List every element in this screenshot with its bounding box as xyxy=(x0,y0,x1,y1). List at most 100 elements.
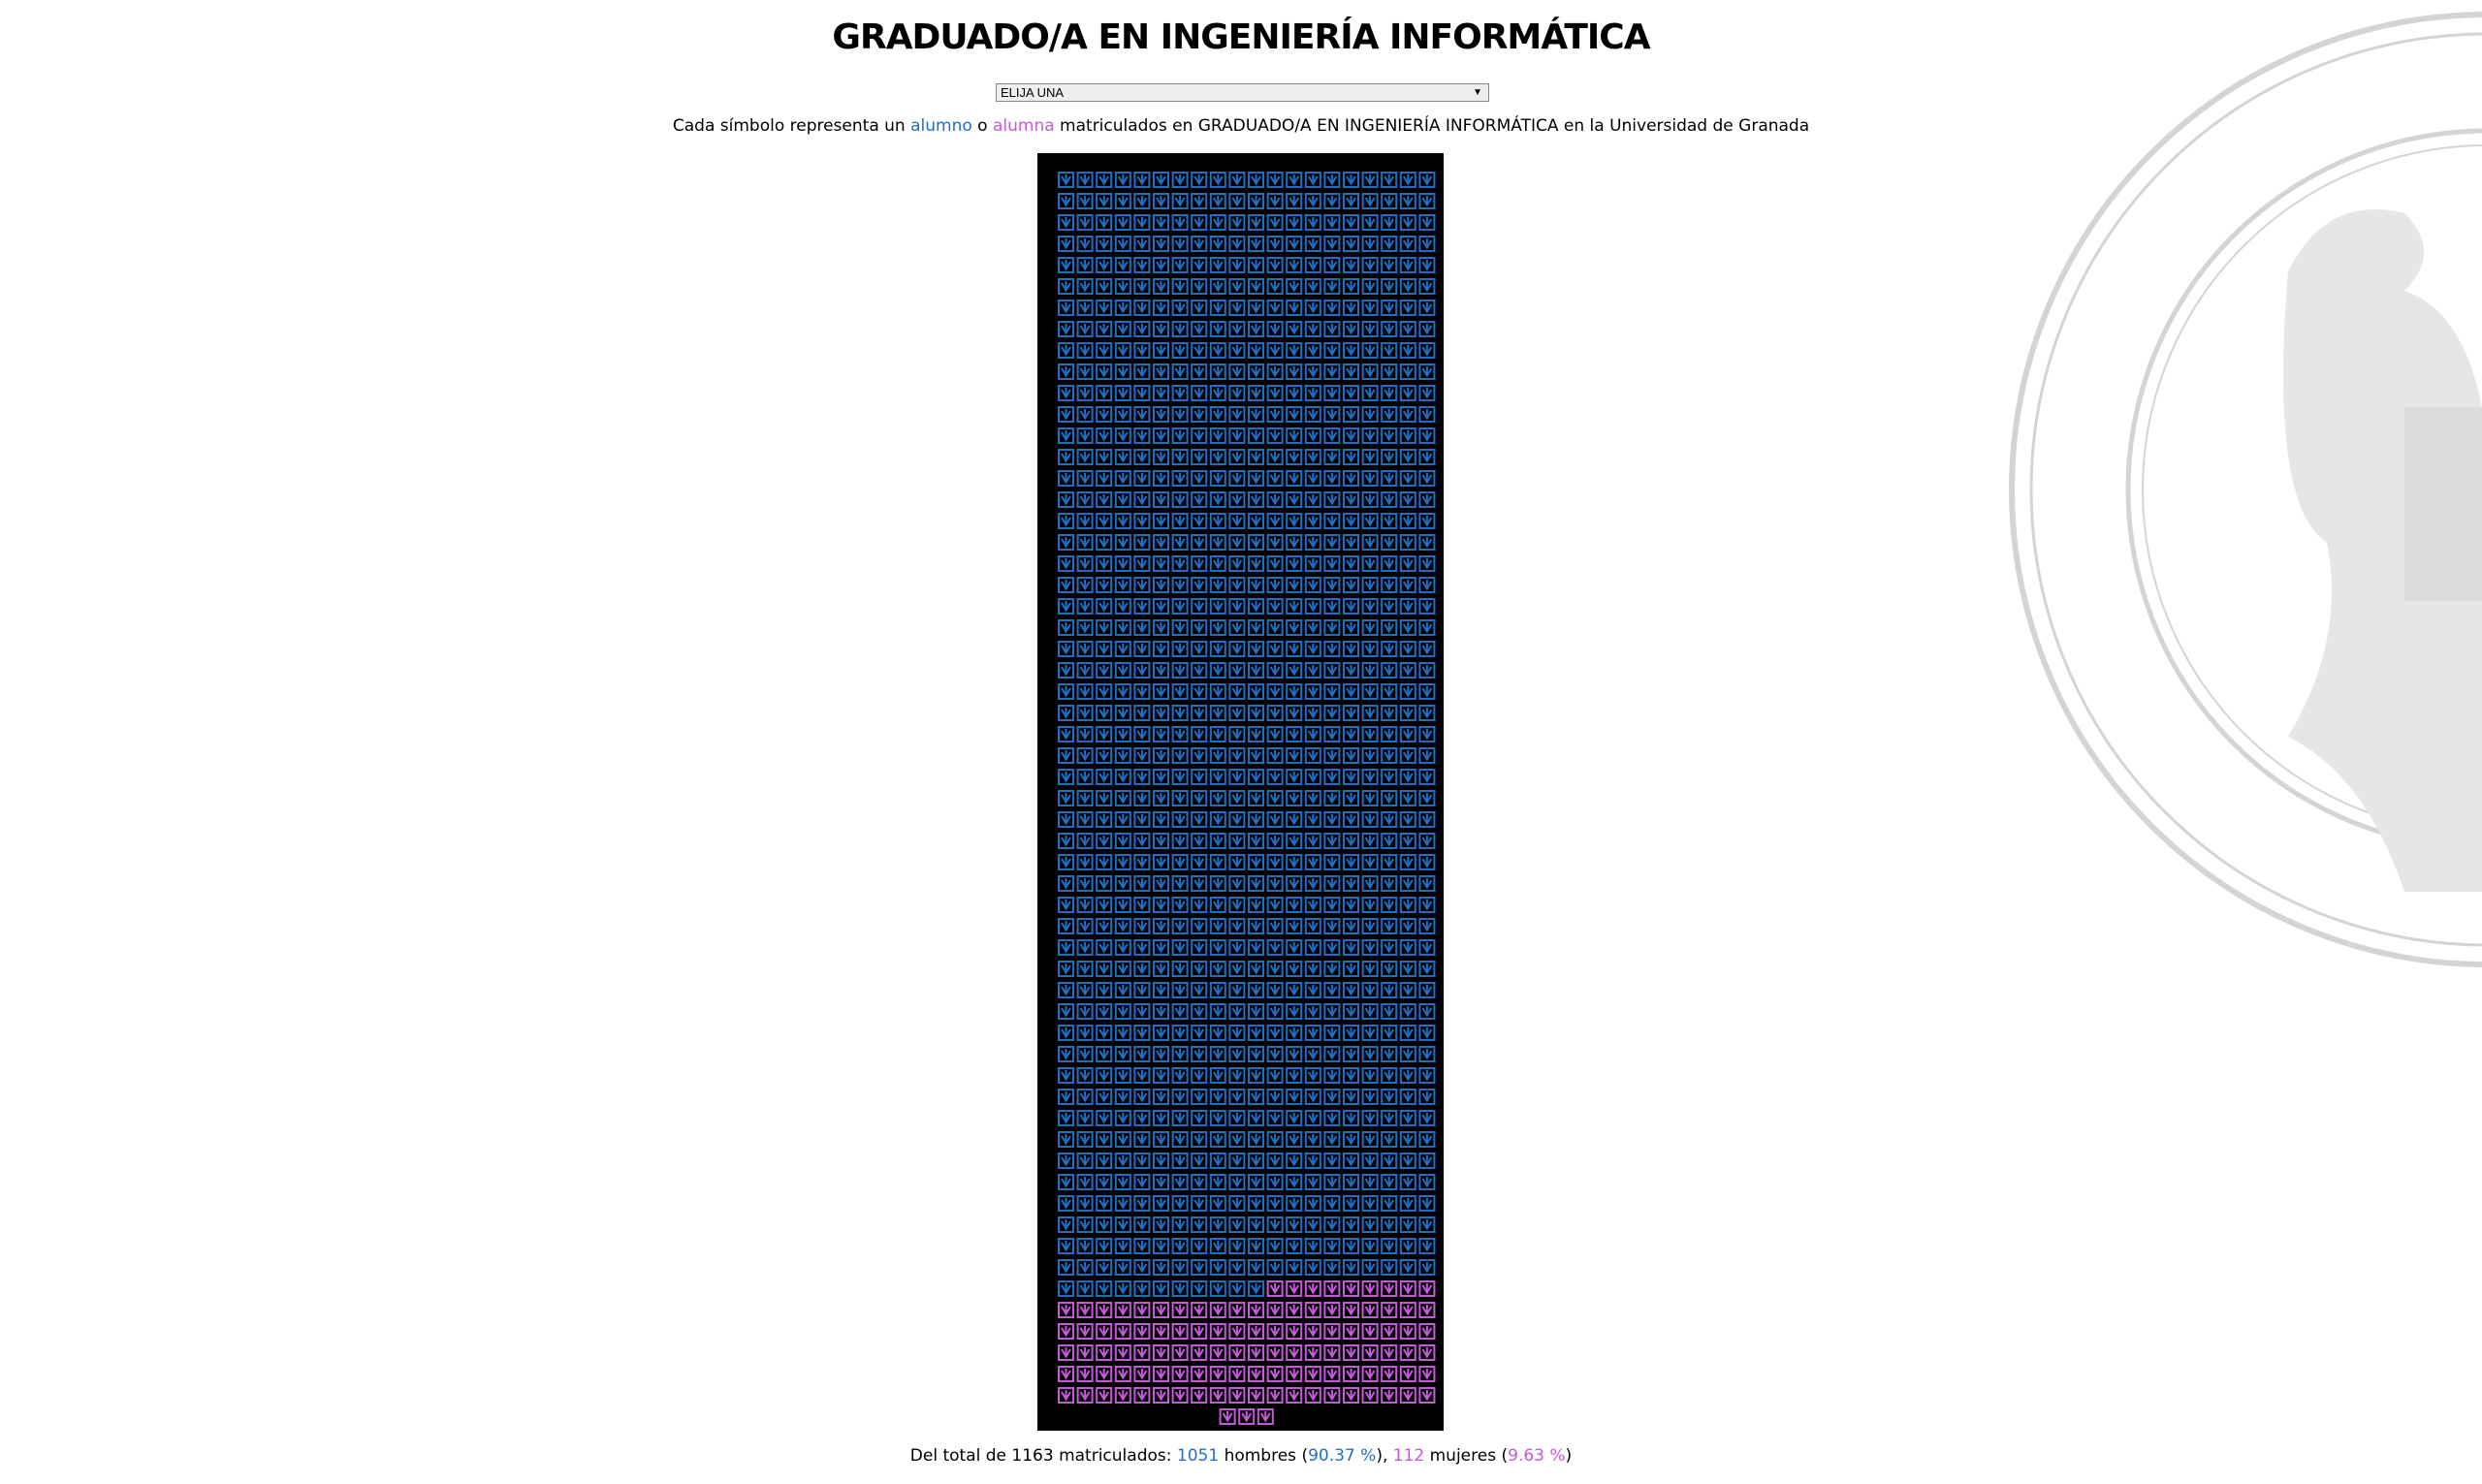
male-symbol xyxy=(1191,236,1208,252)
female-symbol xyxy=(1361,1323,1379,1340)
male-symbol xyxy=(1153,641,1169,657)
male-symbol xyxy=(1286,236,1303,252)
male-symbol xyxy=(1418,918,1436,934)
male-symbol xyxy=(1286,1110,1303,1126)
male-symbol xyxy=(1248,961,1264,977)
male-symbol xyxy=(1286,769,1303,785)
male-symbol xyxy=(1381,1238,1398,1254)
male-symbol xyxy=(1114,385,1131,401)
male-symbol xyxy=(1304,534,1321,551)
male-symbol xyxy=(1399,342,1416,359)
male-symbol xyxy=(1248,1259,1264,1276)
male-symbol xyxy=(1153,1195,1169,1212)
male-symbol xyxy=(1343,534,1359,551)
male-symbol xyxy=(1096,1025,1113,1041)
male-symbol xyxy=(1133,982,1151,998)
female-symbol xyxy=(1323,1280,1341,1297)
male-symbol xyxy=(1343,1174,1359,1190)
male-symbol xyxy=(1381,598,1398,615)
male-symbol xyxy=(1399,257,1416,273)
male-symbol xyxy=(1114,1280,1131,1297)
male-symbol xyxy=(1248,1131,1264,1148)
male-symbol xyxy=(1076,1152,1094,1169)
male-symbol xyxy=(1399,1152,1416,1169)
male-symbol xyxy=(1153,406,1169,423)
summary-text: matriculados: xyxy=(1059,1446,1172,1466)
male-symbol xyxy=(1114,555,1131,572)
male-symbol xyxy=(1266,193,1284,209)
female-symbol xyxy=(1114,1366,1131,1382)
male-symbol xyxy=(1418,449,1436,465)
male-symbol xyxy=(1418,705,1436,721)
male-symbol xyxy=(1191,449,1208,465)
male-symbol xyxy=(1323,406,1341,423)
male-symbol xyxy=(1418,1089,1436,1105)
male-symbol xyxy=(1343,193,1359,209)
male-symbol xyxy=(1096,1152,1113,1169)
male-symbol xyxy=(1209,790,1226,806)
female-symbol xyxy=(1248,1344,1264,1361)
male-symbol xyxy=(1171,1195,1189,1212)
male-symbol xyxy=(1114,491,1131,508)
male-symbol xyxy=(1209,811,1226,828)
male-symbol xyxy=(1381,363,1398,380)
male-symbol xyxy=(1114,875,1131,892)
male-symbol xyxy=(1133,918,1151,934)
male-symbol xyxy=(1171,406,1189,423)
male-symbol xyxy=(1248,406,1264,423)
male-symbol xyxy=(1266,1110,1284,1126)
male-symbol xyxy=(1418,321,1436,337)
description-text: Cada símbolo representa un xyxy=(672,116,906,136)
male-symbol xyxy=(1266,236,1284,252)
male-symbol xyxy=(1304,897,1321,913)
male-symbol xyxy=(1266,427,1284,444)
male-symbol xyxy=(1361,705,1379,721)
male-symbol xyxy=(1133,193,1151,209)
male-symbol xyxy=(1114,1110,1131,1126)
male-symbol xyxy=(1361,875,1379,892)
male-symbol xyxy=(1058,705,1074,721)
male-symbol xyxy=(1191,918,1208,934)
male-symbol xyxy=(1058,1195,1074,1212)
male-symbol xyxy=(1228,236,1246,252)
male-symbol xyxy=(1418,1174,1436,1190)
male-symbol xyxy=(1381,342,1398,359)
male-symbol xyxy=(1248,363,1264,380)
male-symbol xyxy=(1096,449,1113,465)
male-symbol xyxy=(1228,705,1246,721)
male-symbol xyxy=(1133,470,1151,487)
female-symbol xyxy=(1304,1280,1321,1297)
male-symbol xyxy=(1076,1195,1094,1212)
male-symbol xyxy=(1399,1046,1416,1062)
male-symbol xyxy=(1171,236,1189,252)
female-symbol xyxy=(1076,1323,1094,1340)
male-symbol xyxy=(1228,811,1246,828)
male-symbol xyxy=(1286,555,1303,572)
male-symbol xyxy=(1418,1259,1436,1276)
male-symbol xyxy=(1058,470,1074,487)
male-symbol xyxy=(1228,257,1246,273)
male-symbol xyxy=(1361,811,1379,828)
male-symbol xyxy=(1191,1195,1208,1212)
male-symbol xyxy=(1076,193,1094,209)
female-symbol xyxy=(1133,1344,1151,1361)
male-symbol xyxy=(1286,833,1303,849)
male-symbol xyxy=(1133,342,1151,359)
female-symbol xyxy=(1361,1366,1379,1382)
male-symbol xyxy=(1133,790,1151,806)
male-symbol xyxy=(1343,257,1359,273)
female-symbol xyxy=(1248,1302,1264,1318)
male-symbol xyxy=(1076,662,1094,679)
male-symbol xyxy=(1381,1216,1398,1233)
male-symbol xyxy=(1266,854,1284,870)
degree-select[interactable]: ELIJA UNA ▼ xyxy=(996,83,1489,102)
male-symbol xyxy=(1228,1152,1246,1169)
male-symbol xyxy=(1399,1131,1416,1148)
female-symbol xyxy=(1171,1366,1189,1382)
female-symbol xyxy=(1058,1302,1074,1318)
male-symbol xyxy=(1076,1216,1094,1233)
male-symbol xyxy=(1343,342,1359,359)
male-symbol xyxy=(1248,1195,1264,1212)
male-symbol xyxy=(1286,1089,1303,1105)
male-symbol xyxy=(1418,1152,1436,1169)
